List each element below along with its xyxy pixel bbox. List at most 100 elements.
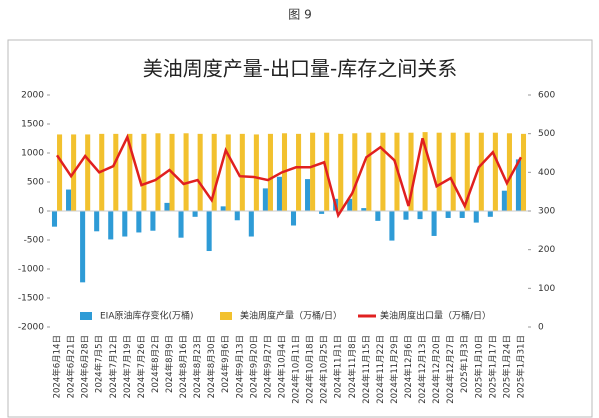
bar — [141, 133, 147, 211]
line — [55, 133, 523, 219]
bar — [136, 211, 142, 233]
y-tick-label: -500 — [24, 236, 45, 246]
legend-label: 美油周度出口量（万桶/日） — [380, 310, 491, 322]
y2-tick-label: 600 — [538, 91, 555, 101]
x-tick-label: 2024年9月20日 — [248, 335, 259, 398]
x-tick-label: 2024年7月19日 — [122, 335, 133, 398]
bar — [113, 133, 119, 211]
bar — [57, 134, 63, 211]
bar — [225, 134, 231, 211]
x-tick-label: 2024年8月9日 — [164, 335, 175, 393]
bar — [192, 211, 198, 217]
x-tick-label: 2024年9月27日 — [262, 335, 273, 398]
bar — [276, 176, 282, 211]
x-tick-label: 2024年6月28日 — [80, 335, 91, 398]
legend-swatch — [80, 312, 92, 320]
bar — [51, 211, 58, 227]
y-tick-label: -1500 — [18, 294, 44, 304]
x-tick-label: 2024年10月25日 — [319, 335, 330, 404]
bar — [431, 211, 437, 236]
x-tick-label: 2024年11月15日 — [361, 335, 372, 404]
bar — [459, 211, 465, 218]
bar — [296, 133, 302, 211]
y-tick-label: 1000 — [21, 149, 44, 159]
x-tick-label: 2024年6月21日 — [66, 335, 77, 398]
bar — [473, 211, 479, 223]
x-tick-label: 2025年1月17日 — [487, 335, 498, 398]
x-tick-label: 2025年1月31日 — [515, 335, 526, 398]
bar — [319, 211, 325, 214]
bar — [436, 132, 442, 211]
y-tick-label: -1000 — [18, 265, 44, 275]
x-tick-label: 2024年7月5日 — [94, 335, 105, 393]
bar — [422, 132, 428, 211]
bar — [310, 132, 316, 211]
bar — [262, 188, 268, 211]
legend-swatch — [220, 312, 232, 320]
x-tick-label: 2025年1月3日 — [459, 335, 470, 393]
legend-label: EIA原油库存变化(万桶) — [100, 310, 194, 322]
y-tick-label: 1500 — [21, 120, 44, 130]
y2-tick-label: 100 — [538, 284, 555, 294]
bar — [352, 133, 358, 211]
x-tick-label: 2024年10月18日 — [305, 335, 316, 404]
bar — [150, 211, 156, 231]
bar — [375, 211, 381, 221]
bar — [290, 211, 297, 226]
bar — [183, 133, 189, 211]
x-tick-label: 2024年10月4日 — [276, 335, 287, 398]
bar — [122, 211, 128, 237]
y-tick-label: -2000 — [18, 323, 44, 333]
x-tick-label: 2024年7月12日 — [108, 335, 119, 398]
x-tick-label: 2025年1月24日 — [501, 335, 512, 398]
x-tick-label: 2024年12月20日 — [431, 335, 442, 404]
x-tick-label: 2024年8月2日 — [150, 335, 161, 393]
x-tick-label: 2024年12月27日 — [445, 335, 456, 404]
bar — [403, 211, 409, 220]
bar — [347, 198, 353, 211]
bar — [366, 132, 372, 211]
bar — [506, 133, 512, 211]
x-tick-label: 2024年8月16日 — [178, 335, 189, 398]
y2-tick-label: 400 — [538, 168, 555, 178]
x-tick-label: 2024年9月13日 — [234, 335, 245, 398]
x-tick-label: 2024年8月30日 — [206, 335, 217, 398]
y2-tick-label: 500 — [538, 129, 555, 139]
y-tick-label: 2000 — [21, 91, 44, 101]
bar — [66, 189, 72, 211]
bar — [178, 211, 184, 238]
bar — [492, 132, 498, 211]
x-tick-label: 2024年11月8日 — [347, 335, 358, 398]
caption: 图 9 — [288, 8, 311, 22]
bar — [417, 211, 423, 220]
bar — [164, 202, 170, 211]
y-tick-label: 0 — [38, 207, 44, 217]
bar — [338, 133, 344, 211]
x-tick-label: 2024年9月6日 — [220, 335, 231, 393]
bar — [211, 133, 217, 211]
x-tick-label: 2024年10月11日 — [291, 335, 302, 404]
bar — [155, 133, 161, 211]
bar — [501, 190, 507, 211]
bar — [389, 211, 395, 241]
bar — [445, 211, 451, 218]
chart-frame — [7, 39, 593, 418]
legend-label: 美油周度产量（万桶/日） — [240, 310, 342, 322]
bar — [248, 211, 254, 237]
chart-title: 美油周度产量-出口量-库存之间关系 — [143, 57, 457, 81]
bar — [197, 133, 203, 211]
bar — [220, 206, 226, 211]
x-tick-label: 2024年11月1日 — [333, 335, 344, 398]
y2-tick-label: 300 — [538, 207, 555, 217]
bar — [85, 134, 91, 211]
x-tick-label: 2024年11月22日 — [375, 335, 386, 404]
y2-tick-label: 0 — [538, 323, 544, 333]
x-tick-label: 2024年7月26日 — [136, 335, 147, 398]
bar — [108, 211, 114, 240]
x-tick-label: 2024年8月23日 — [192, 335, 203, 398]
bar — [478, 132, 484, 211]
x-tick-label: 2024年11月29日 — [389, 335, 400, 404]
bar — [464, 132, 470, 211]
bar — [80, 211, 86, 283]
